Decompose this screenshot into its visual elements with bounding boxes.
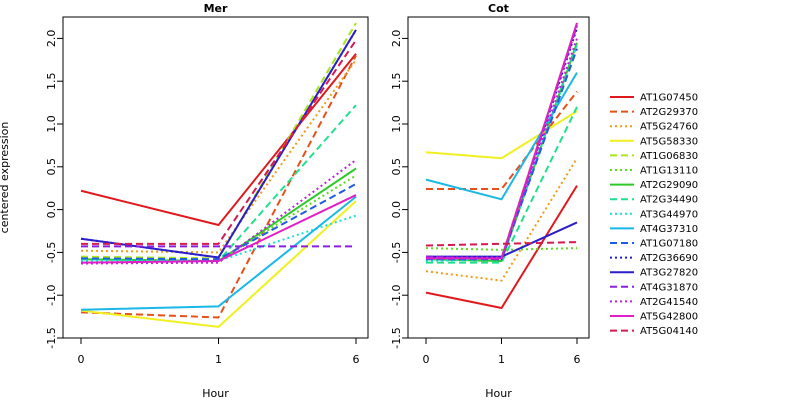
- series-line-at5g24760: [80, 59, 357, 254]
- legend-label: AT5G24760: [640, 122, 698, 133]
- y-tick-label: -1.0: [390, 284, 403, 305]
- panel-title: Cot: [488, 2, 509, 15]
- series-line-at5g24760: [425, 157, 578, 282]
- x-tick-label: 0: [423, 353, 430, 366]
- series-line-at2g29370: [80, 55, 357, 319]
- legend-item: AT2G41540: [610, 297, 698, 308]
- legend: AT1G07450 AT2G29370 AT5G24760 AT5G58330 AT1G…: [610, 93, 698, 337]
- series-line-at5g42800: [80, 194, 357, 264]
- legend-item: AT4G31870: [610, 282, 698, 293]
- series-line-at5g42800: [426, 22, 578, 260]
- x-tick-label: 1: [498, 353, 505, 366]
- y-tick-label: -0.5: [390, 242, 403, 263]
- series-line-at5g58330: [80, 200, 357, 328]
- legend-item: AT2G29370: [610, 107, 698, 118]
- plot-frame: [62, 16, 369, 339]
- legend-item: AT2G29090: [610, 180, 698, 191]
- legend-item: AT5G42800: [610, 312, 698, 323]
- legend-label: AT5G42800: [640, 312, 698, 323]
- legend-item: AT1G07450: [610, 93, 698, 104]
- series-line-at1g07180: [80, 183, 357, 261]
- legend-label: AT3G27820: [640, 268, 698, 279]
- x-tick-label: 1: [215, 353, 222, 366]
- series-line-at1g13110: [425, 247, 578, 251]
- y-tick-label: 0.5: [45, 158, 58, 176]
- legend-item: AT1G07180: [610, 239, 698, 250]
- series-line-at1g07450: [425, 185, 578, 310]
- legend-item: AT3G27820: [610, 268, 698, 279]
- y-tick-label: 1.0: [45, 115, 58, 133]
- legend-label: AT5G58330: [640, 136, 698, 147]
- series-lines: [80, 22, 357, 328]
- series-line-at2g36690: [80, 29, 357, 259]
- y-tick-label: 1.0: [390, 115, 403, 133]
- legend-item: AT2G36690: [610, 253, 698, 264]
- legend-label: AT2G34490: [640, 195, 698, 206]
- series-line-at2g41540: [426, 38, 578, 259]
- legend-label: AT4G37310: [640, 224, 698, 235]
- series-line-at3g27820: [426, 221, 578, 258]
- legend-item: AT1G13110: [610, 166, 698, 177]
- x-tick-label: 0: [78, 353, 85, 366]
- x-axis-label: Hour: [202, 387, 229, 400]
- legend-label: AT3G44970: [640, 209, 698, 220]
- y-tick-label: -0.5: [45, 242, 58, 263]
- panel-title: Mer: [204, 2, 228, 15]
- y-tick-label: 2.0: [45, 30, 58, 48]
- x-axis-label: Hour: [485, 387, 512, 400]
- series-line-at2g34490: [426, 106, 578, 264]
- legend-label: AT1G06830: [640, 151, 698, 162]
- plot-frame: [407, 16, 590, 339]
- y-tick-label: -1.5: [45, 327, 58, 348]
- panel-cot: Cot -1.5 -1.0 -0.5 0.0 0.5 1.0 1.5 2.0 0 1 6 Hour: [390, 2, 590, 400]
- legend-label: AT1G07450: [640, 93, 698, 104]
- series-line-at2g36690: [425, 27, 578, 261]
- series-line-at2g41540: [80, 159, 357, 265]
- legend-item: AT5G04140: [610, 326, 698, 337]
- legend-item: AT1G06830: [610, 151, 698, 162]
- series-line-at1g06830: [80, 22, 357, 260]
- series-line-at3g44970: [81, 214, 357, 262]
- y-tick-label: 1.5: [390, 72, 403, 90]
- legend-label: AT2G29370: [640, 107, 698, 118]
- series-line-at4g37310: [425, 72, 578, 201]
- legend-label: AT2G29090: [640, 180, 698, 191]
- legend-item: AT3G44970: [610, 209, 698, 220]
- legend-label: AT2G36690: [640, 253, 698, 264]
- y-tick-label: -1.0: [45, 284, 58, 305]
- legend-item: AT2G34490: [610, 195, 698, 206]
- legend-label: AT1G13110: [640, 166, 698, 177]
- y-axis-label: centered expression: [0, 122, 11, 234]
- series-line-at5g58330: [425, 110, 578, 160]
- series-line-at1g07450: [80, 53, 357, 227]
- y-tick-label: 0.0: [45, 201, 58, 219]
- series-line-at1g13110: [81, 174, 357, 262]
- series-line-at2g29370: [426, 90, 578, 191]
- series-line-at4g37310: [80, 195, 357, 311]
- legend-label: AT5G04140: [640, 326, 698, 337]
- y-tick-label: 0.0: [390, 201, 403, 219]
- series-line-at3g27820: [80, 29, 357, 259]
- legend-label: AT1G07180: [640, 239, 698, 250]
- legend-item: AT5G24760: [610, 122, 698, 133]
- legend-item: AT5G58330: [610, 136, 698, 147]
- series-lines: [425, 22, 578, 310]
- y-tick-label: 0.5: [390, 158, 403, 176]
- legend-label: AT2G41540: [640, 297, 698, 308]
- x-tick-label: 6: [353, 353, 360, 366]
- legend-item: AT4G37310: [610, 224, 698, 235]
- y-tick-label: 2.0: [390, 30, 403, 48]
- y-tick-label: -1.5: [390, 327, 403, 348]
- series-line-at5g04140: [425, 241, 578, 247]
- series-line-at5g04140: [81, 39, 357, 245]
- panel-mer: Mer -1.5 -1.0 -0.5 0.0 0.5 1.0 1.5 2.0 0 1 6 Hour: [45, 2, 369, 400]
- x-tick-label: 6: [574, 353, 581, 366]
- legend-label: AT4G31870: [640, 282, 698, 293]
- y-tick-label: 1.5: [45, 72, 58, 90]
